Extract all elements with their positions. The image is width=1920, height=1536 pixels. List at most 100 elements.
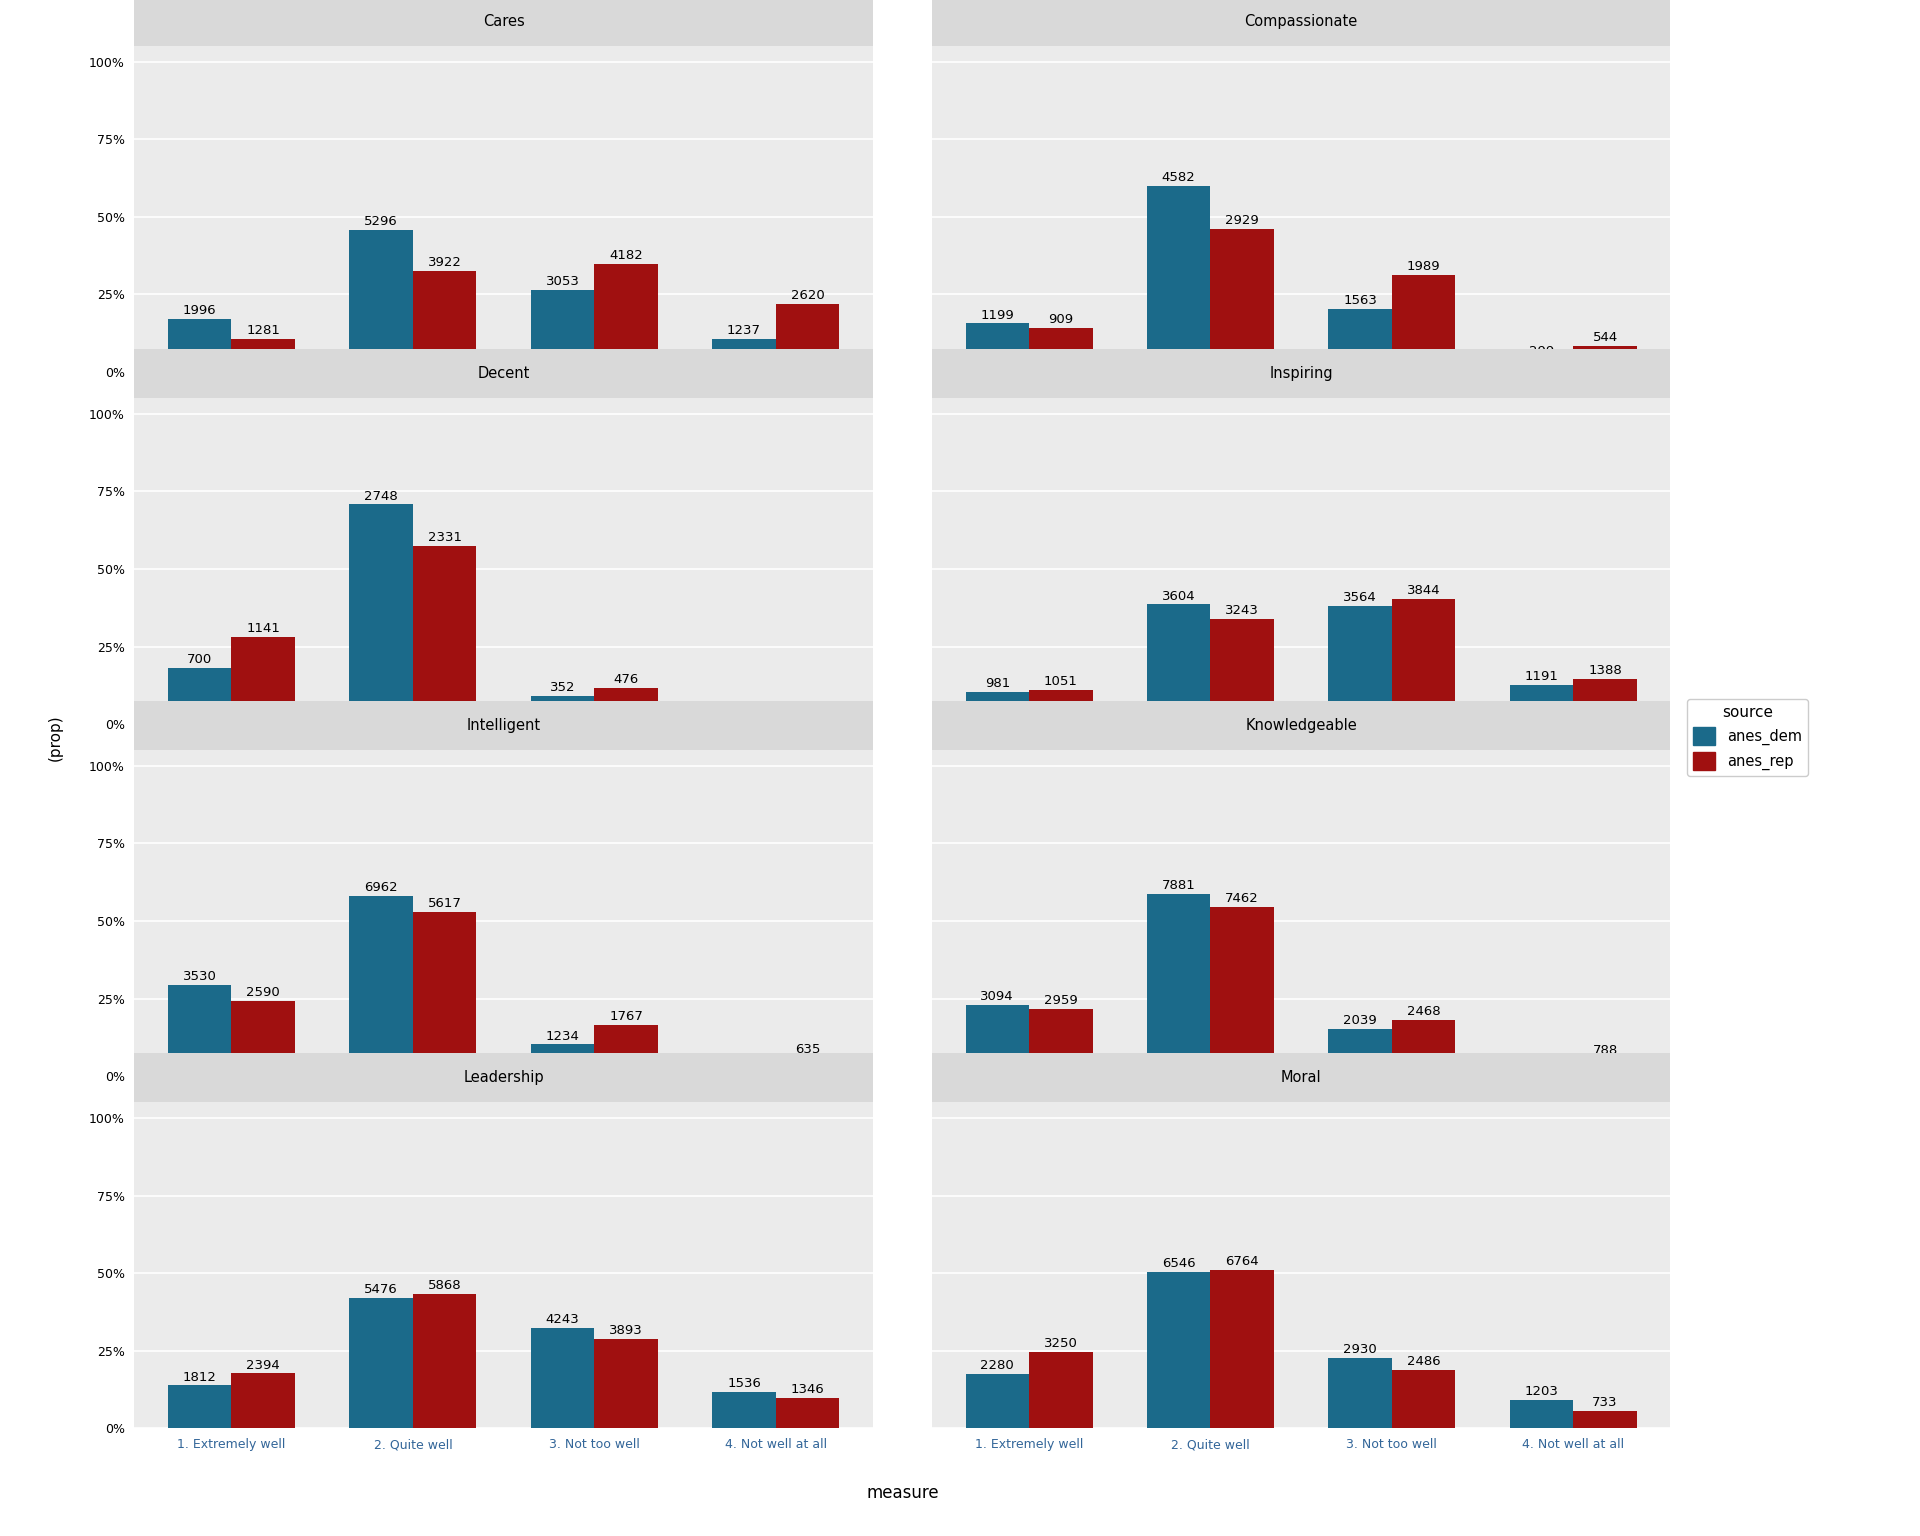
- Text: 3844: 3844: [1407, 584, 1440, 598]
- Text: 6764: 6764: [1225, 1255, 1260, 1267]
- Text: 299: 299: [1528, 346, 1553, 358]
- Text: 3604: 3604: [1162, 590, 1196, 602]
- Text: 1234: 1234: [545, 1029, 580, 1043]
- Text: 1989: 1989: [1407, 260, 1440, 273]
- Bar: [232, 1373, 296, 1428]
- Text: 2280: 2280: [981, 1359, 1014, 1372]
- Text: Compassionate: Compassionate: [1244, 23, 1357, 38]
- Text: 3250: 3250: [1044, 1338, 1077, 1350]
- Bar: [1210, 1270, 1275, 1428]
- Bar: [530, 1044, 595, 1077]
- Bar: [1329, 605, 1392, 725]
- Text: 1191: 1191: [1524, 670, 1559, 684]
- Bar: [712, 1392, 776, 1428]
- Text: 635: 635: [795, 1043, 820, 1055]
- Text: 3922: 3922: [428, 257, 461, 269]
- Text: 1281: 1281: [246, 324, 280, 336]
- Text: 2486: 2486: [1407, 1355, 1440, 1369]
- Bar: [413, 912, 476, 1077]
- Text: Knowledgeable: Knowledgeable: [1246, 727, 1357, 742]
- Text: 4582: 4582: [1162, 170, 1196, 184]
- Text: Inspiring: Inspiring: [1269, 375, 1332, 390]
- Text: Leadership: Leadership: [463, 1080, 543, 1094]
- Text: 83: 83: [735, 703, 753, 716]
- Bar: [530, 290, 595, 372]
- Bar: [1509, 359, 1572, 372]
- Text: 2039: 2039: [1344, 1014, 1377, 1028]
- Text: Decent: Decent: [478, 375, 530, 390]
- Bar: [1572, 679, 1638, 725]
- Bar: [167, 318, 232, 372]
- Bar: [1572, 1412, 1638, 1428]
- Bar: [1146, 186, 1210, 372]
- Bar: [776, 1058, 839, 1077]
- Text: 700: 700: [186, 653, 213, 667]
- Text: Decent: Decent: [478, 366, 530, 381]
- Text: Moral: Moral: [1281, 1080, 1321, 1094]
- Bar: [1509, 1066, 1572, 1077]
- Bar: [1210, 619, 1275, 725]
- Text: 430: 430: [1528, 1052, 1553, 1064]
- Bar: [966, 691, 1029, 725]
- Text: 3564: 3564: [1344, 591, 1377, 604]
- Bar: [167, 668, 232, 725]
- Bar: [1509, 685, 1572, 725]
- Bar: [712, 717, 776, 725]
- Bar: [413, 547, 476, 725]
- Text: Inspiring: Inspiring: [1269, 366, 1332, 381]
- Text: 6546: 6546: [1162, 1256, 1196, 1270]
- Legend: anes_dem, anes_rep: anes_dem, anes_rep: [1688, 699, 1807, 776]
- Text: 3893: 3893: [609, 1324, 643, 1336]
- Bar: [776, 304, 839, 372]
- Text: Knowledgeable: Knowledgeable: [1246, 719, 1357, 733]
- Bar: [595, 1025, 659, 1077]
- Text: 4182: 4182: [609, 249, 643, 263]
- Text: 7462: 7462: [1225, 892, 1260, 905]
- Bar: [349, 1298, 413, 1428]
- Text: 1536: 1536: [728, 1378, 760, 1390]
- Text: 5617: 5617: [428, 897, 461, 911]
- Text: measure: measure: [866, 1484, 939, 1502]
- Text: 1996: 1996: [182, 304, 217, 316]
- Text: 1346: 1346: [791, 1382, 824, 1396]
- Bar: [1329, 309, 1392, 372]
- Text: 1141: 1141: [246, 622, 280, 636]
- Bar: [712, 1069, 776, 1077]
- Text: 3530: 3530: [182, 971, 217, 983]
- Bar: [966, 1373, 1029, 1428]
- Bar: [1392, 1020, 1455, 1077]
- Text: 5476: 5476: [365, 1284, 397, 1296]
- Bar: [595, 1339, 659, 1428]
- Text: 2929: 2929: [1225, 215, 1260, 227]
- Text: (prop): (prop): [48, 714, 63, 760]
- Bar: [1392, 599, 1455, 725]
- Bar: [1329, 1029, 1392, 1077]
- Text: 3243: 3243: [1225, 604, 1260, 616]
- Text: 7881: 7881: [1162, 880, 1196, 892]
- Text: 2748: 2748: [365, 490, 397, 502]
- Bar: [232, 1000, 296, 1077]
- Text: 476: 476: [614, 673, 639, 687]
- Text: 544: 544: [1592, 330, 1619, 344]
- Text: 117: 117: [795, 700, 820, 713]
- Bar: [530, 1327, 595, 1428]
- Bar: [595, 264, 659, 372]
- Bar: [712, 339, 776, 372]
- Text: 2959: 2959: [1044, 994, 1077, 1008]
- Text: 1237: 1237: [728, 324, 760, 336]
- Bar: [413, 1293, 476, 1428]
- Text: 3053: 3053: [545, 275, 580, 289]
- Text: 981: 981: [985, 677, 1010, 690]
- Bar: [595, 688, 659, 725]
- Text: 5868: 5868: [428, 1278, 461, 1292]
- Bar: [1572, 1058, 1638, 1077]
- Bar: [1029, 327, 1092, 372]
- Text: Intelligent: Intelligent: [467, 719, 541, 733]
- Bar: [1146, 1272, 1210, 1428]
- Text: 268: 268: [732, 1055, 756, 1068]
- Bar: [776, 1398, 839, 1428]
- Text: 4243: 4243: [545, 1313, 580, 1326]
- Bar: [1029, 1352, 1092, 1428]
- Bar: [1509, 1399, 1572, 1428]
- Text: Moral: Moral: [1281, 1071, 1321, 1086]
